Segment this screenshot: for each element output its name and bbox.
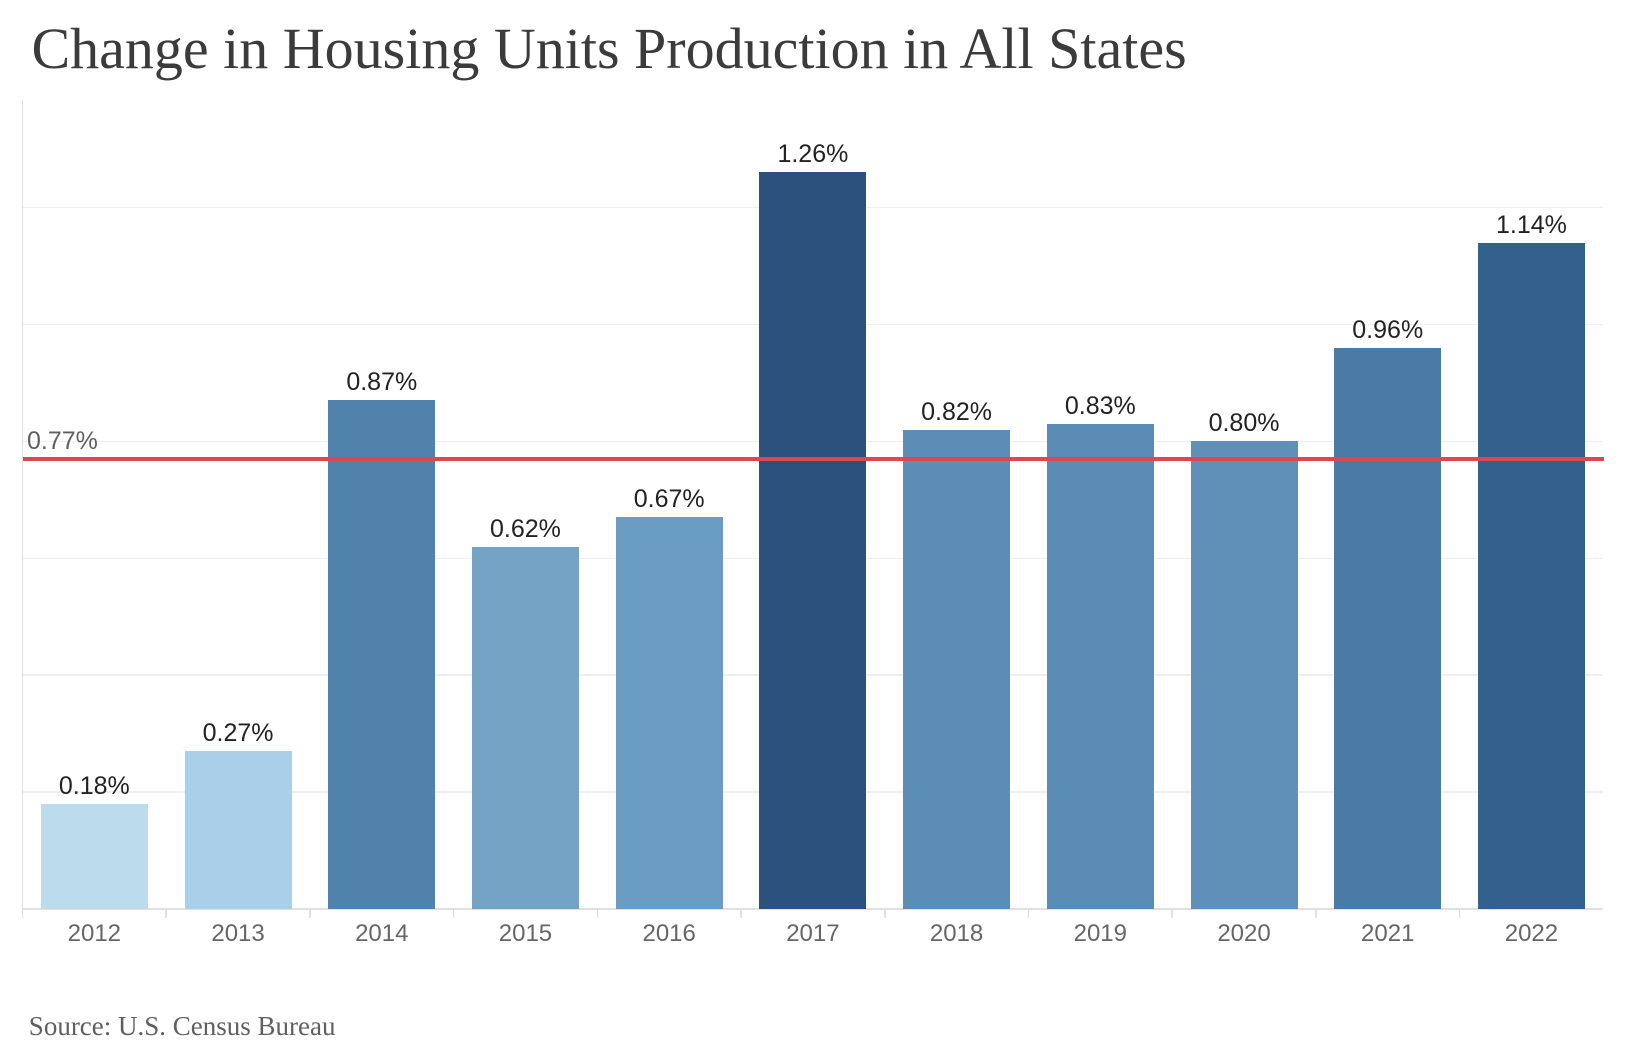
x-axis-tick — [452, 909, 455, 918]
x-axis-label: 2017 — [786, 920, 840, 948]
bar-value-label: 0.83% — [1064, 391, 1136, 420]
bar-2017[interactable] — [759, 172, 867, 909]
x-axis-label: 2013 — [211, 920, 265, 948]
x-axis-label: 2020 — [1217, 920, 1271, 948]
bar-value-label: 1.26% — [777, 140, 849, 169]
bar-value-label: 0.62% — [490, 514, 561, 543]
bar-2013[interactable] — [184, 751, 292, 909]
x-axis-label: 2018 — [929, 920, 984, 948]
bar-value-label: 0.67% — [633, 485, 705, 514]
x-axis-label: 2014 — [355, 920, 409, 948]
x-axis-tick — [740, 909, 742, 918]
x-axis-tick — [1171, 909, 1173, 918]
bar-2014[interactable] — [328, 400, 436, 909]
bar-2015[interactable] — [471, 546, 579, 909]
bar-2012[interactable] — [40, 803, 148, 909]
x-axis-tick — [1458, 909, 1461, 918]
x-axis-line — [22, 908, 1604, 910]
bar-value-label: 0.96% — [1352, 315, 1424, 344]
bar-value-label: 0.82% — [921, 397, 993, 426]
bar-value-label: 0.87% — [346, 368, 418, 397]
bar-2016[interactable] — [615, 517, 723, 909]
x-axis-label: 2019 — [1073, 920, 1127, 948]
bar-value-label: 0.27% — [202, 719, 274, 748]
x-axis-label: 2016 — [642, 920, 696, 948]
x-axis-label: 2022 — [1504, 920, 1559, 948]
bar-value-label: 0.18% — [58, 771, 130, 800]
x-axis-tick — [165, 909, 167, 918]
x-axis-label: 2012 — [67, 920, 122, 948]
x-axis-tick — [884, 909, 886, 918]
reference-line — [22, 457, 1604, 462]
bar-2018[interactable] — [903, 429, 1011, 909]
reference-line-label: 0.77% — [27, 426, 98, 455]
x-axis-label: 2021 — [1361, 920, 1415, 948]
y-axis-line — [21, 100, 24, 918]
x-axis-tick — [596, 909, 599, 918]
bar-value-label: 1.14% — [1495, 210, 1567, 239]
x-axis-tick — [309, 909, 311, 918]
bar-2020[interactable] — [1190, 441, 1298, 909]
bar-2022[interactable] — [1477, 242, 1585, 909]
bar-value-label: 0.80% — [1208, 409, 1280, 438]
chart-title: Change in Housing Units Production in Al… — [31, 16, 1187, 82]
bar-2019[interactable] — [1046, 423, 1154, 909]
bar-2021[interactable] — [1334, 347, 1442, 909]
x-axis-tick — [1315, 909, 1317, 918]
source-note: Source: U.S. Census Bureau — [28, 1010, 336, 1041]
x-axis-label: 2015 — [498, 920, 553, 948]
x-axis-tick — [1027, 909, 1030, 918]
